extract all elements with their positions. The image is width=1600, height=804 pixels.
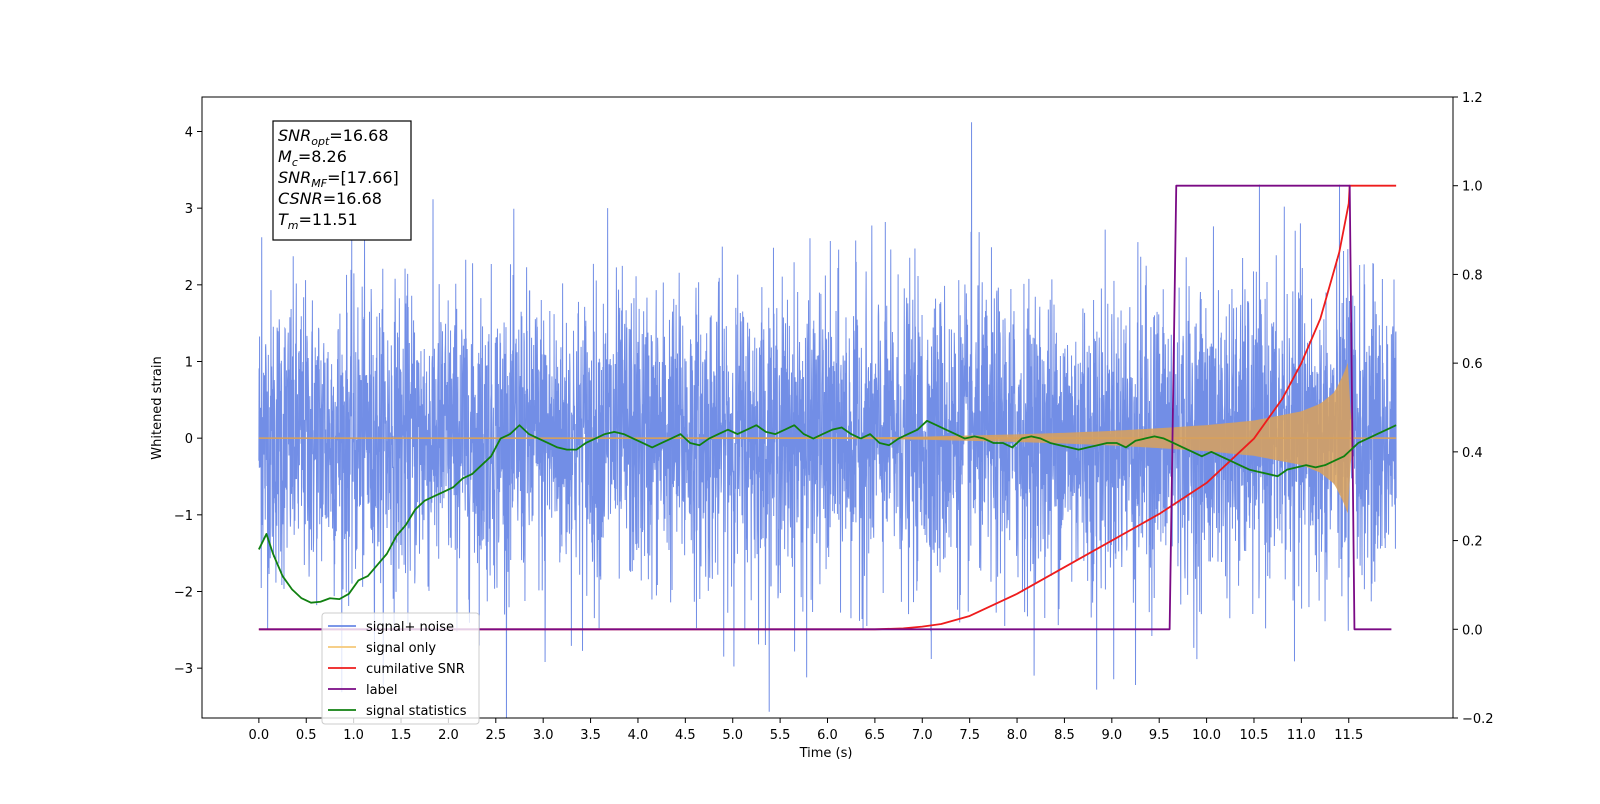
legend-item-label: signal+ noise xyxy=(366,620,454,635)
legend-item-label: cumilative SNR xyxy=(366,662,465,677)
x-axis-label: Time (s) xyxy=(799,746,853,761)
legend[interactable]: signal+ noise signal only cumilative SNR la… xyxy=(321,612,480,725)
x-tick-label: 11.5 xyxy=(1334,728,1363,743)
y-left-tick-label: −3 xyxy=(174,662,193,677)
x-tick-label: 7.5 xyxy=(959,728,980,743)
x-tick-label: 7.0 xyxy=(912,728,933,743)
x-tick-label: 11.0 xyxy=(1287,728,1316,743)
x-tick-label: 1.5 xyxy=(391,728,412,743)
y-right-tick-label: −0.2 xyxy=(1462,712,1494,727)
x-tick-label: 4.0 xyxy=(628,728,649,743)
y-right-tick-label: 1.2 xyxy=(1462,91,1483,106)
x-tick-label: 10.5 xyxy=(1240,728,1269,743)
annotation-line: CSNR=16.68 xyxy=(278,189,382,208)
y-left-tick-label: 4 xyxy=(185,126,193,141)
y-left-tick-label: 3 xyxy=(185,202,193,217)
y-right-tick-label: 0.6 xyxy=(1462,357,1483,372)
x-tick-label: 1.0 xyxy=(343,728,364,743)
y-axis-right: −0.2 0.0 0.2 0.4 0.6 0.8 1.0 1.2 xyxy=(1453,91,1494,727)
y-right-tick-label: 0.8 xyxy=(1462,268,1483,283)
x-tick-label: 2.5 xyxy=(485,728,506,743)
legend-item-label: label xyxy=(366,683,397,698)
x-tick-label: 8.0 xyxy=(1007,728,1028,743)
y-right-tick-label: 0.2 xyxy=(1462,535,1483,550)
x-tick-label: 10.0 xyxy=(1192,728,1221,743)
legend-frame xyxy=(321,612,480,725)
annotation-line: SNRMF=[17.66] xyxy=(278,168,399,190)
annotation-line: Tm=11.51 xyxy=(278,210,358,232)
annotation-line: Mc=8.26 xyxy=(278,147,347,169)
y-left-tick-label: −1 xyxy=(174,509,193,524)
x-tick-label: 8.5 xyxy=(1054,728,1075,743)
annotation-box: SNRopt=16.68Mc=8.26SNRMF=[17.66]CSNR=16.… xyxy=(272,120,412,241)
x-tick-label: 5.0 xyxy=(722,728,743,743)
x-tick-label: 0.0 xyxy=(249,728,270,743)
legend-item-label: signal statistics xyxy=(366,704,467,719)
annotation-frame xyxy=(272,120,412,241)
y-axis-left: −3 −2 −1 0 1 2 3 4 xyxy=(174,126,202,677)
x-axis: 0.0 0.5 1.0 1.5 2.0 2.5 3.0 3.5 4.0 4.5 5.0 5.5 6.0 6… xyxy=(249,718,1363,743)
legend-item-label: signal only xyxy=(366,641,436,656)
y-left-tick-label: 1 xyxy=(185,356,193,371)
x-tick-label: 2.0 xyxy=(438,728,459,743)
plot-area xyxy=(258,122,1397,718)
x-tick-label: 0.5 xyxy=(296,728,317,743)
series-cumilative-snr xyxy=(258,184,1397,631)
annotation-line: SNRopt=16.68 xyxy=(278,126,389,148)
x-tick-label: 3.5 xyxy=(580,728,601,743)
x-tick-label: 5.5 xyxy=(770,728,791,743)
y-right-tick-label: 0.0 xyxy=(1462,623,1483,638)
y-left-tick-label: 0 xyxy=(185,432,193,447)
y-right-tick-label: 1.0 xyxy=(1462,180,1483,195)
series-signal-noise xyxy=(258,122,1397,718)
y-right-tick-label: 0.4 xyxy=(1462,446,1483,461)
series-signal-statistics xyxy=(258,419,1397,604)
x-tick-label: 9.0 xyxy=(1101,728,1122,743)
x-tick-label: 4.5 xyxy=(675,728,696,743)
x-tick-label: 6.0 xyxy=(817,728,838,743)
y-left-tick-label: 2 xyxy=(185,279,193,294)
x-tick-label: 6.5 xyxy=(865,728,886,743)
series-label xyxy=(258,184,1392,631)
x-tick-label: 9.5 xyxy=(1149,728,1170,743)
y-axis-label: Whitened strain xyxy=(150,356,165,459)
x-tick-label: 3.0 xyxy=(533,728,554,743)
y-left-tick-label: −2 xyxy=(174,586,193,601)
